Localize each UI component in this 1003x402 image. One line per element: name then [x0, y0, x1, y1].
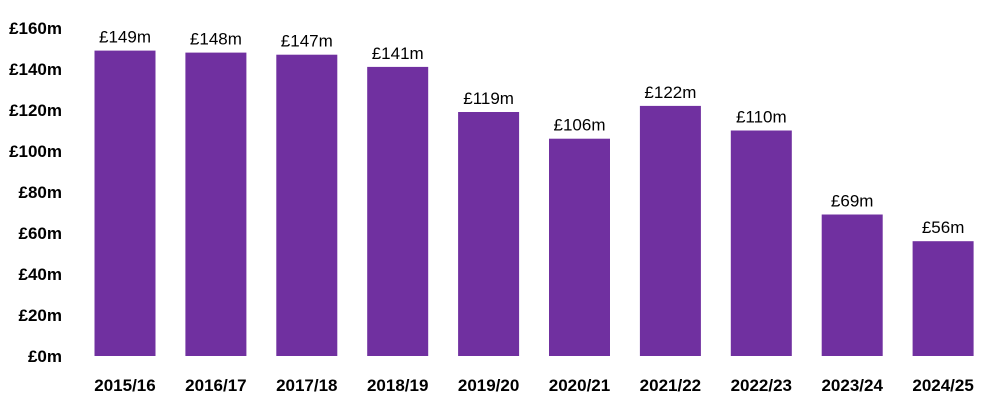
x-tick-label: 2019/20 [458, 376, 519, 395]
x-axis: 2015/16 2016/17 2017/18 2018/19 2019/20 2020/… [94, 376, 974, 395]
data-label: £148m [190, 30, 242, 49]
y-tick-label: £40m [19, 265, 62, 284]
bar [730, 130, 792, 356]
x-tick-label: 2018/19 [367, 376, 428, 395]
y-tick-label: £140m [9, 60, 62, 79]
x-tick-label: 2015/16 [94, 376, 155, 395]
bar [367, 66, 429, 357]
y-tick-label: £120m [9, 101, 62, 120]
x-tick-label: 2017/18 [276, 376, 337, 395]
x-tick-label: 2024/25 [912, 376, 973, 395]
data-label: £149m [99, 28, 151, 47]
bar [912, 241, 974, 356]
data-label: £69m [831, 192, 874, 211]
data-labels: £149m £148m £147m £141m £119m £106m £122m £110m… [99, 28, 964, 238]
y-tick-label: £80m [19, 183, 62, 202]
x-tick-label: 2020/21 [549, 376, 610, 395]
y-tick-label: £100m [9, 142, 62, 161]
x-tick-label: 2023/24 [821, 376, 883, 395]
bar [94, 50, 156, 356]
bar [639, 105, 701, 357]
y-axis: £0m £20m £40m £60m £80m £100m £120m £140m £160m [9, 19, 62, 366]
x-tick-label: 2022/23 [731, 376, 792, 395]
bar [276, 54, 338, 356]
data-label: £110m [736, 108, 787, 127]
x-tick-label: 2021/22 [640, 376, 701, 395]
data-label: £122m [644, 83, 696, 102]
bar [821, 214, 883, 356]
bar [185, 52, 247, 356]
data-label: £147m [281, 32, 333, 51]
bar [549, 138, 610, 356]
data-label: £106m [554, 116, 606, 135]
y-tick-label: £0m [28, 347, 62, 366]
bar [458, 112, 520, 356]
y-tick-label: £20m [19, 306, 62, 325]
data-label: £141m [372, 44, 424, 63]
y-tick-label: £60m [19, 224, 62, 243]
data-label: £119m [463, 89, 514, 108]
bars [94, 50, 974, 357]
y-tick-label: £160m [9, 19, 62, 38]
x-tick-label: 2016/17 [185, 376, 246, 395]
data-label: £56m [922, 218, 965, 237]
